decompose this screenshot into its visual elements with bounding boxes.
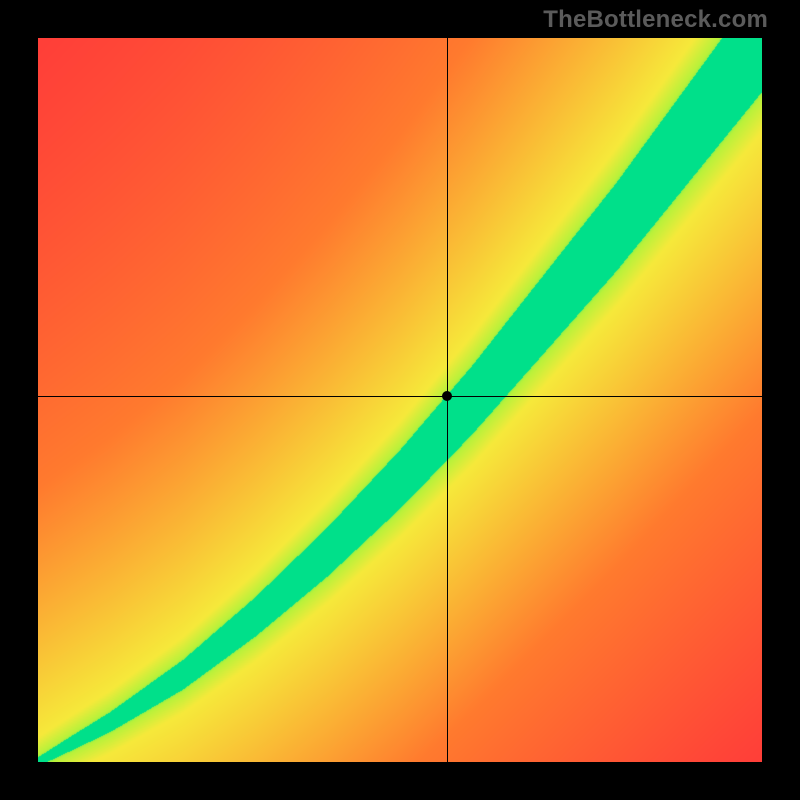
selection-marker: [442, 391, 452, 401]
heatmap-plot-area: [38, 38, 762, 762]
crosshair-horizontal: [38, 396, 762, 397]
watermark-text: TheBottleneck.com: [543, 6, 768, 34]
heatmap-canvas: [38, 38, 762, 762]
